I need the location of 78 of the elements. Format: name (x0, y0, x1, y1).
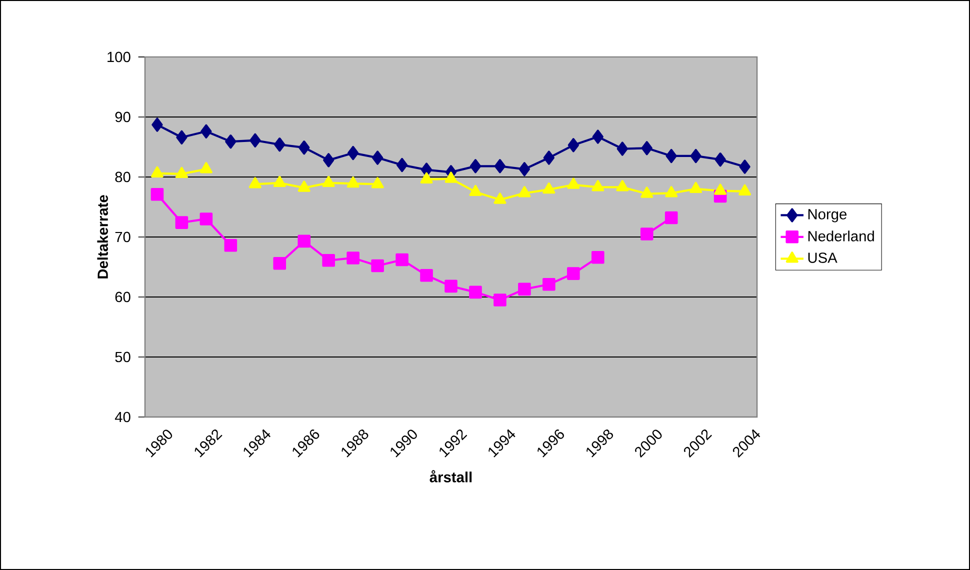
point (518, 282, 531, 296)
y-tick-label: 100 (108, 52, 130, 62)
point (152, 118, 163, 132)
point (200, 162, 212, 174)
point (518, 162, 530, 176)
point (444, 172, 458, 183)
point (250, 133, 261, 148)
point (494, 294, 506, 306)
point (666, 148, 677, 164)
point (641, 141, 652, 156)
point (176, 130, 188, 144)
point (567, 267, 580, 280)
y-tick-label: 50 (115, 352, 130, 362)
point (371, 177, 384, 188)
point (150, 188, 164, 201)
point (444, 280, 458, 293)
point (248, 177, 262, 188)
point (372, 150, 384, 165)
point (420, 268, 433, 282)
point (714, 184, 727, 195)
point (346, 252, 360, 264)
point (640, 186, 654, 198)
point (322, 176, 335, 188)
point (542, 182, 556, 194)
legend-label: Nederland (808, 230, 874, 242)
point (200, 212, 213, 226)
point (518, 186, 531, 198)
point (739, 160, 750, 174)
point (298, 234, 311, 248)
point (346, 176, 360, 188)
point (542, 278, 556, 291)
point (175, 216, 188, 229)
point (225, 134, 236, 149)
y-tick-label: 80 (115, 172, 130, 182)
point (298, 140, 310, 155)
point (568, 138, 579, 152)
y-tick-label: 70 (115, 232, 130, 242)
point (616, 180, 629, 192)
point (322, 254, 335, 267)
point (323, 153, 334, 168)
point (298, 180, 310, 192)
point (494, 159, 506, 174)
point (494, 192, 506, 204)
point (469, 286, 482, 299)
point (470, 159, 482, 174)
y-axis-title: Deltakerrate (97, 195, 108, 278)
point (591, 250, 604, 264)
point (714, 152, 726, 167)
point (273, 176, 286, 188)
y-tick-label: 60 (115, 292, 130, 302)
point (420, 172, 433, 184)
point (396, 253, 408, 266)
x-axis-title: årstall (430, 470, 472, 482)
point (175, 166, 188, 178)
y-tick-label: 90 (115, 112, 130, 122)
point (664, 211, 678, 224)
point (640, 228, 654, 240)
point (690, 148, 702, 164)
point (469, 184, 482, 196)
legend-label: Norge (808, 209, 847, 222)
point (396, 158, 408, 172)
point (348, 146, 359, 160)
y-tick-label: 40 (114, 412, 130, 422)
legend-label: USA (808, 252, 838, 263)
point (592, 180, 604, 192)
point (616, 142, 628, 156)
point (150, 166, 164, 178)
point (200, 124, 212, 138)
point (738, 184, 752, 196)
point (567, 178, 580, 189)
point (690, 182, 702, 194)
point (592, 130, 604, 144)
point (371, 259, 384, 272)
point (273, 256, 286, 270)
point (665, 186, 678, 198)
point (224, 238, 238, 252)
point (274, 138, 286, 152)
point (543, 150, 555, 165)
